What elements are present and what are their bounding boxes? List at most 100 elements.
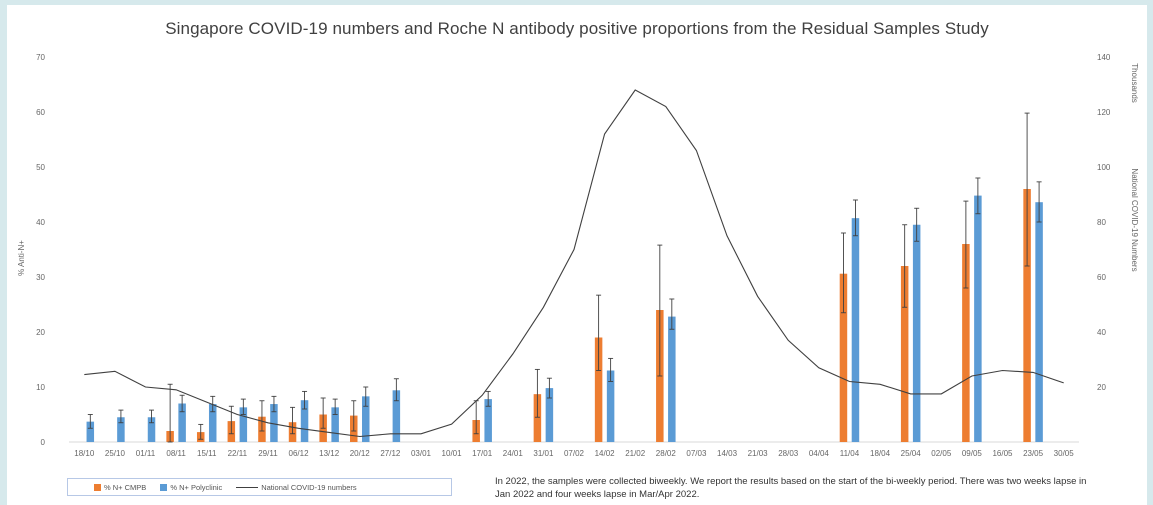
chart-frame: Singapore COVID-19 numbers and Roche N a… bbox=[7, 5, 1147, 505]
x-tick-label: 25/10 bbox=[105, 449, 126, 458]
error-bar-polyclinic bbox=[1036, 181, 1042, 223]
error-bars bbox=[87, 112, 1042, 443]
bar-polyclinic bbox=[239, 407, 248, 442]
bar-cmpb bbox=[1023, 189, 1031, 442]
x-tick-label: 09/05 bbox=[962, 449, 983, 458]
x-tick-label: 27/12 bbox=[380, 449, 401, 458]
error-bar-polyclinic bbox=[608, 357, 614, 382]
error-bar-cmpb bbox=[228, 405, 234, 435]
error-bar-polyclinic bbox=[240, 398, 246, 415]
legend: % N+ CMPB % N+ Polyclinic National COVID… bbox=[67, 478, 452, 496]
y2-axis-label: National COVID-19 Numbers bbox=[1130, 168, 1139, 271]
bar-cmpb bbox=[533, 394, 542, 442]
error-bar-cmpb bbox=[657, 244, 663, 377]
bar-polyclinic bbox=[606, 370, 615, 442]
x-tick-label: 13/12 bbox=[319, 449, 340, 458]
x-tick-label: 07/03 bbox=[686, 449, 707, 458]
error-bar-polyclinic bbox=[118, 409, 124, 424]
x-tick-label: 21/03 bbox=[748, 449, 769, 458]
x-tick-label: 29/11 bbox=[258, 449, 278, 458]
y2-tick-label: 80 bbox=[1097, 218, 1106, 227]
bar-polyclinic bbox=[1035, 202, 1043, 442]
x-tick-label: 24/01 bbox=[503, 449, 524, 458]
y-tick-label: 60 bbox=[36, 108, 45, 117]
legend-label-cmpb: % N+ CMPB bbox=[104, 482, 147, 492]
x-tick-label: 18/04 bbox=[870, 449, 891, 458]
error-bar-polyclinic bbox=[546, 377, 552, 399]
bar-polyclinic bbox=[208, 404, 217, 442]
bar-polyclinic bbox=[331, 407, 339, 442]
error-bar-cmpb bbox=[351, 400, 357, 432]
bar-polyclinic bbox=[300, 400, 309, 442]
y-tick-label: 20 bbox=[36, 328, 45, 337]
bar-polyclinic bbox=[912, 224, 921, 442]
bar-polyclinic bbox=[117, 417, 125, 442]
error-bar-polyclinic bbox=[179, 394, 185, 413]
y-tick-label: 10 bbox=[36, 383, 45, 392]
error-bar-polyclinic bbox=[87, 414, 93, 429]
bar-polyclinic bbox=[974, 195, 982, 442]
y-tick-label: 40 bbox=[36, 218, 45, 227]
tick-labels: 0 10 20 30 40 50 60 70 20 40 60 80 100 120 140 18/10 25/… bbox=[36, 53, 1111, 458]
error-bar-polyclinic bbox=[914, 207, 920, 242]
error-bar-cmpb bbox=[840, 232, 846, 314]
error-bar-cmpb bbox=[290, 406, 296, 435]
legend-label-polyclinic: % N+ Polyclinic bbox=[170, 482, 223, 492]
error-bar-polyclinic bbox=[149, 409, 155, 424]
y-tick-label: 50 bbox=[36, 163, 45, 172]
x-tick-label: 01/11 bbox=[136, 449, 156, 458]
x-tick-label: 03/01 bbox=[411, 449, 432, 458]
x-tick-label: 18/10 bbox=[74, 449, 95, 458]
x-tick-label: 14/02 bbox=[595, 449, 616, 458]
y-axis-label: % Anti-N+ bbox=[17, 240, 26, 276]
x-tick-label: 23/05 bbox=[1023, 449, 1044, 458]
error-bar-cmpb bbox=[596, 294, 602, 371]
bar-cmpb bbox=[594, 337, 603, 442]
legend-item-national: National COVID-19 numbers bbox=[236, 482, 357, 492]
national-line-layer bbox=[84, 89, 1064, 438]
x-tick-label: 10/01 bbox=[442, 449, 463, 458]
x-tick-label: 28/03 bbox=[778, 449, 799, 458]
bar-polyclinic bbox=[668, 316, 676, 442]
legend-item-cmpb: % N+ CMPB bbox=[94, 483, 146, 492]
error-bar-polyclinic bbox=[852, 199, 858, 237]
swatch-cmpb bbox=[94, 483, 101, 491]
y2-tick-label: 20 bbox=[1097, 383, 1106, 392]
error-bar-polyclinic bbox=[393, 378, 399, 402]
x-tick-label: 15/11 bbox=[197, 449, 217, 458]
x-tick-label: 25/04 bbox=[901, 449, 922, 458]
x-tick-label: 08/11 bbox=[166, 449, 186, 458]
x-tick-label: 14/03 bbox=[717, 449, 738, 458]
bar-cmpb bbox=[839, 273, 848, 442]
error-bar-polyclinic bbox=[975, 177, 981, 215]
x-tick-label: 21/02 bbox=[625, 449, 646, 458]
bar-polyclinic bbox=[270, 404, 278, 442]
error-bar-polyclinic bbox=[485, 390, 491, 407]
error-bar-cmpb bbox=[963, 200, 969, 289]
chart-title: Singapore COVID-19 numbers and Roche N a… bbox=[165, 19, 989, 38]
error-bar-cmpb bbox=[902, 224, 908, 308]
error-bar-cmpb bbox=[1024, 112, 1030, 267]
error-bar-cmpb bbox=[320, 397, 326, 429]
bar-polyclinic bbox=[178, 403, 186, 442]
y-tick-label: 30 bbox=[36, 273, 45, 282]
bars bbox=[86, 189, 1043, 442]
y-tick-label: 70 bbox=[36, 53, 45, 62]
y2-axis-unit: Thousands bbox=[1130, 63, 1139, 103]
y2-tick-label: 140 bbox=[1097, 53, 1111, 62]
error-bar-polyclinic bbox=[669, 298, 675, 330]
x-tick-label: 17/01 bbox=[472, 449, 493, 458]
bar-polyclinic bbox=[545, 388, 554, 442]
x-tick-label: 20/12 bbox=[350, 449, 371, 458]
chart-canvas: 0 10 20 30 40 50 60 70 20 40 60 80 100 120 140 18/10 25/… bbox=[17, 53, 1139, 458]
y2-tick-label: 120 bbox=[1097, 108, 1111, 117]
legend-item-polyclinic: % N+ Polyclinic bbox=[160, 483, 222, 492]
error-bar-cmpb bbox=[167, 383, 173, 443]
bar-cmpb bbox=[962, 244, 970, 442]
legend-label-national: National COVID-19 numbers bbox=[261, 482, 357, 492]
y2-tick-label: 100 bbox=[1097, 163, 1111, 172]
x-tick-label: 02/05 bbox=[931, 449, 952, 458]
x-tick-label: 31/01 bbox=[533, 449, 554, 458]
x-tick-label: 28/02 bbox=[656, 449, 677, 458]
bar-polyclinic bbox=[484, 399, 492, 442]
